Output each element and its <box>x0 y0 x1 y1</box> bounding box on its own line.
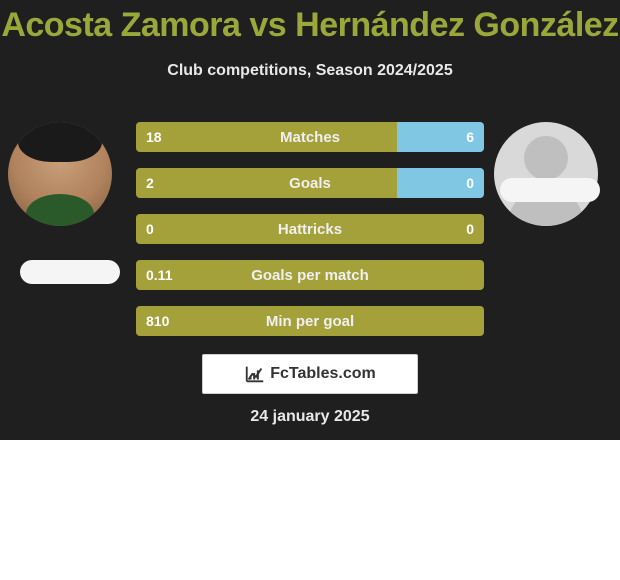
player-left-flag <box>20 260 120 284</box>
subtitle: Club competitions, Season 2024/2025 <box>0 62 620 80</box>
date: 24 january 2025 <box>0 408 620 426</box>
card-bottom-background <box>0 440 620 580</box>
brand-chart-icon <box>244 363 266 385</box>
stat-rows: 186Matches 20Goals 00Hattricks 0.11Goals pe… <box>136 122 484 352</box>
stat-label: Goals per match <box>136 260 484 290</box>
player-right-avatar <box>494 122 598 226</box>
stat-row: 810Min per goal <box>136 306 484 336</box>
stat-row: 00Hattricks <box>136 214 484 244</box>
player-right-flag <box>500 178 600 202</box>
player-left-avatar <box>8 122 112 226</box>
brand-text: FcTables.com <box>270 365 376 383</box>
player-right-silhouette <box>494 122 598 226</box>
stat-label: Matches <box>136 122 484 152</box>
stat-row: 0.11Goals per match <box>136 260 484 290</box>
title: Acosta Zamora vs Hernández González <box>0 6 620 45</box>
brand-badge: FcTables.com <box>202 354 418 394</box>
player-left-face <box>8 122 112 226</box>
stat-label: Hattricks <box>136 214 484 244</box>
stat-row: 186Matches <box>136 122 484 152</box>
stat-label: Min per goal <box>136 306 484 336</box>
comparison-card: Acosta Zamora vs Hernández González Club… <box>0 0 620 580</box>
stat-label: Goals <box>136 168 484 198</box>
stat-row: 20Goals <box>136 168 484 198</box>
